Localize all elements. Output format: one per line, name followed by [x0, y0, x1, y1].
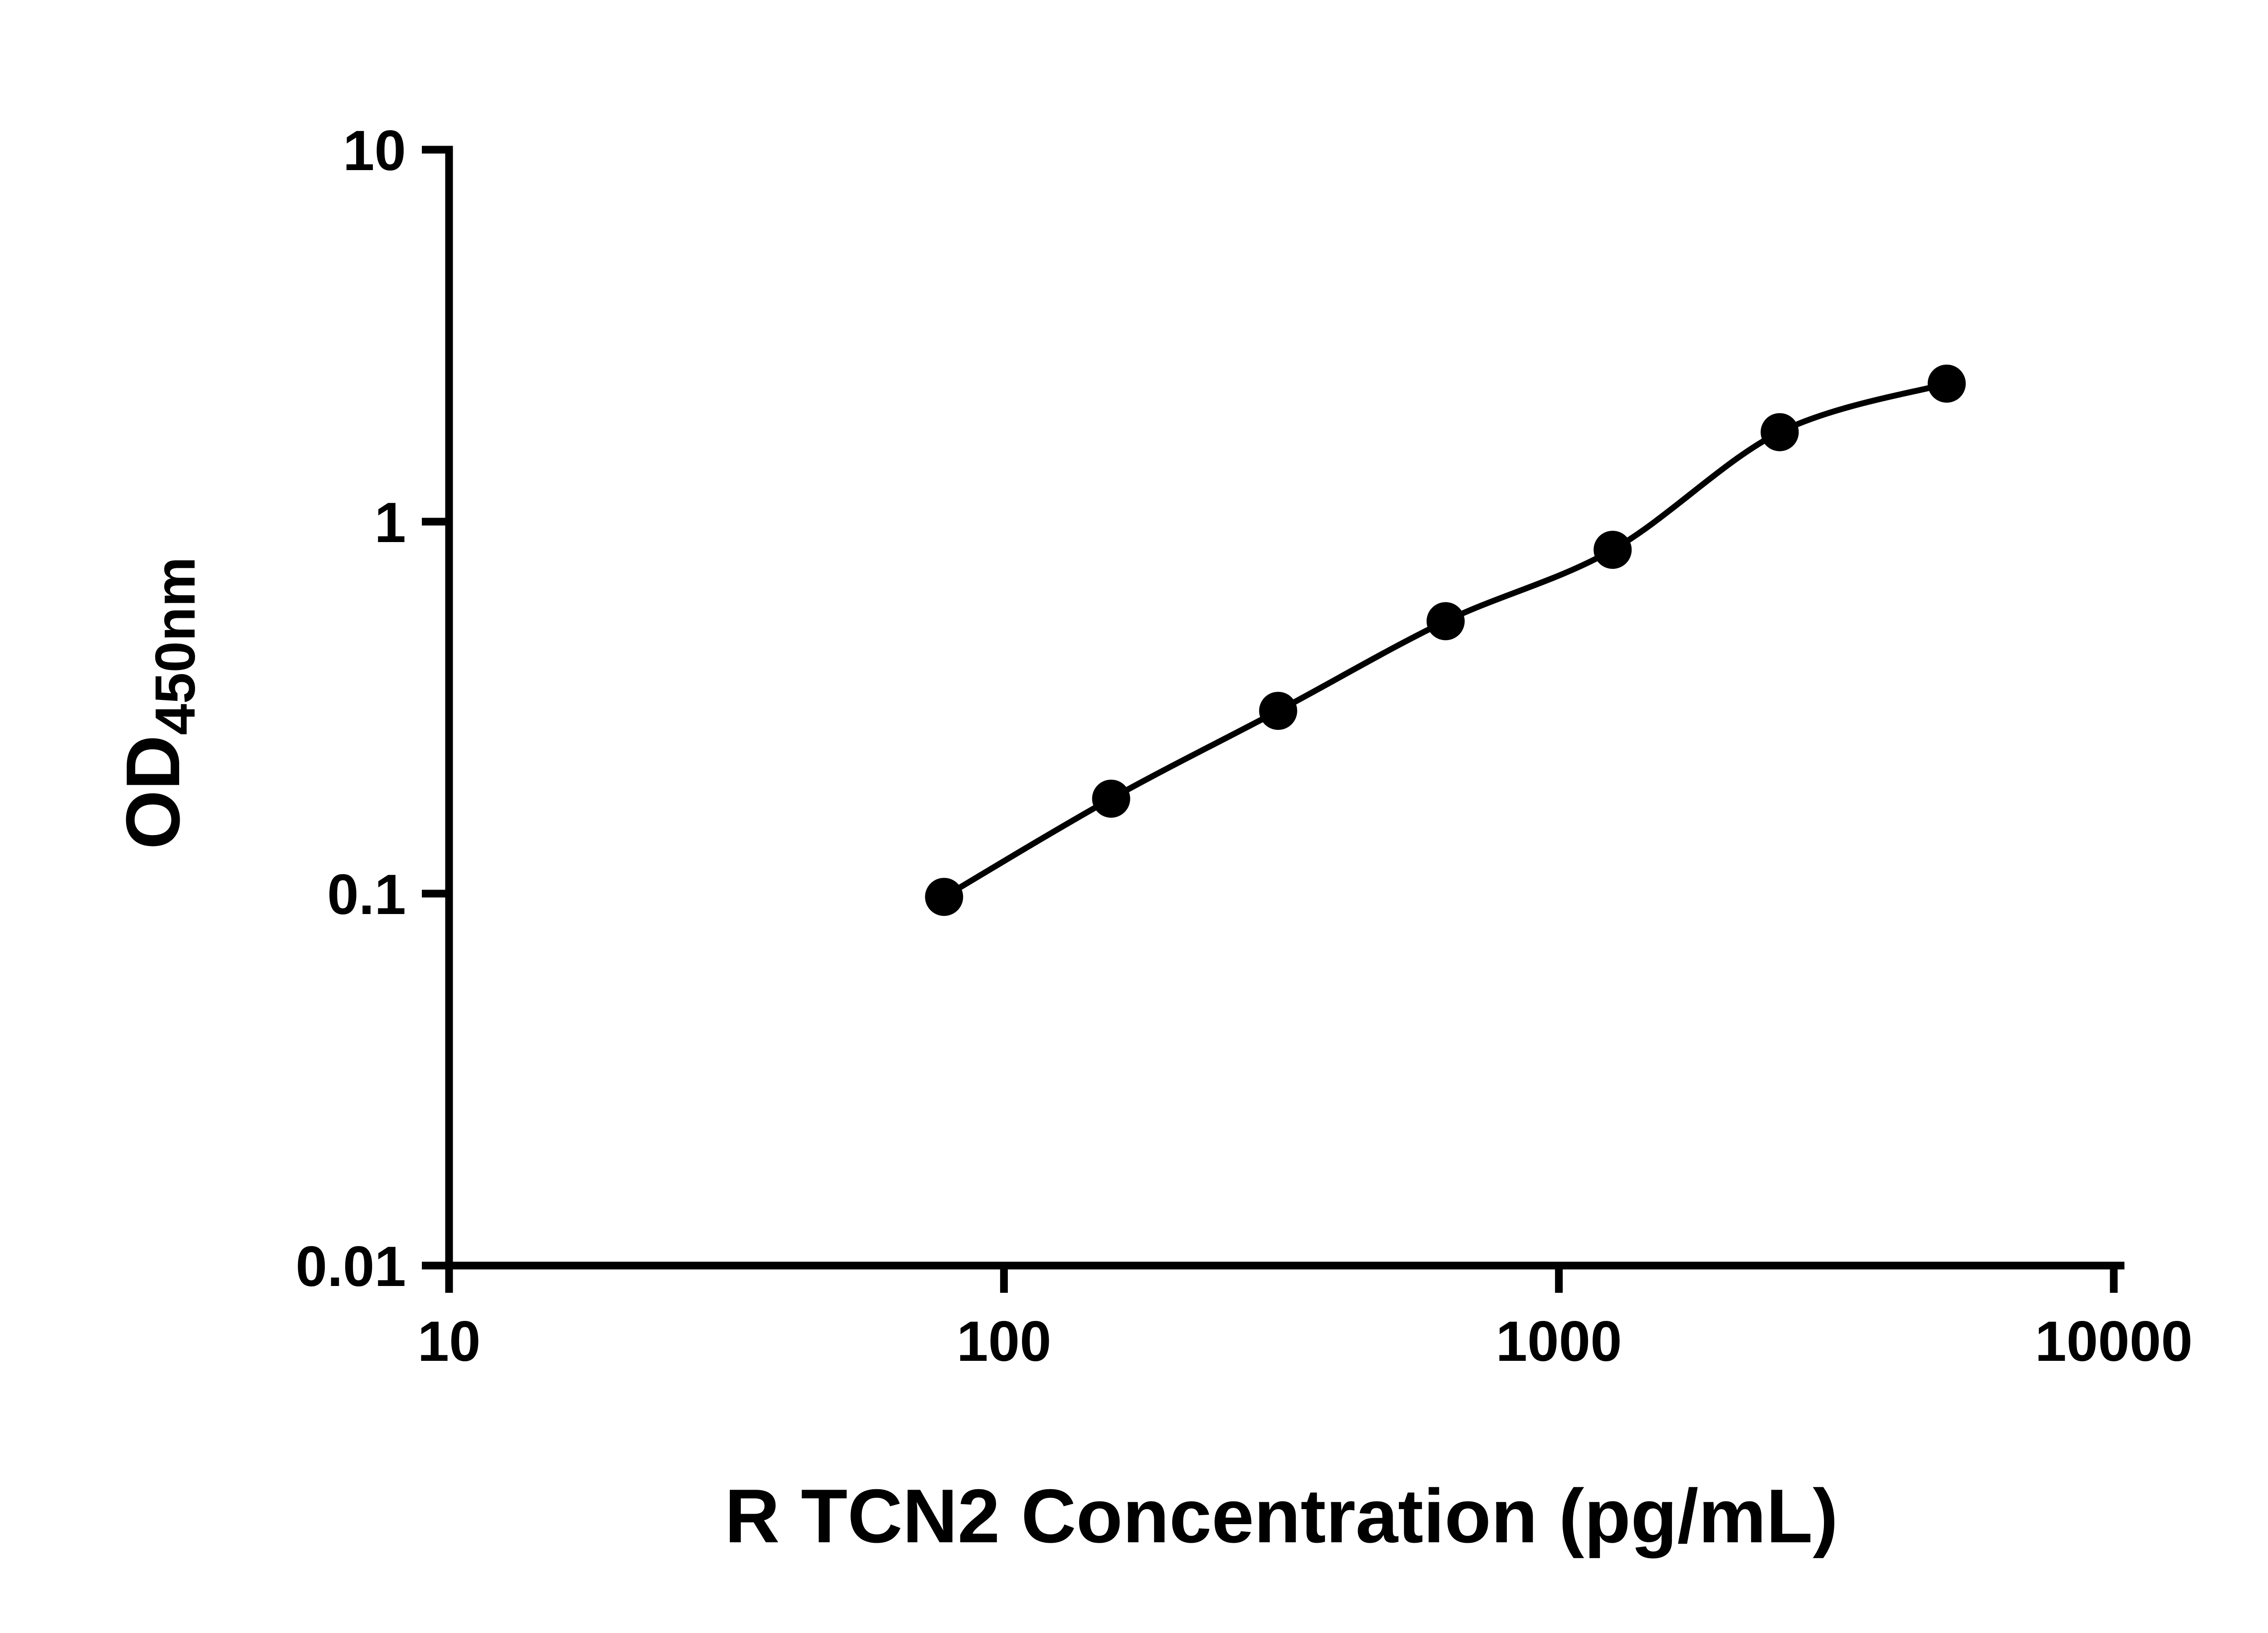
- y-axis-tick-label: 1: [374, 491, 406, 554]
- y-axis-title: OD450nm: [110, 557, 207, 850]
- y-axis-tick-label: 10: [343, 119, 406, 182]
- x-axis-title: R TCN2 Concentration (pg/mL): [725, 1473, 1838, 1559]
- y-axis-tick-label: 0.1: [327, 863, 406, 926]
- data-point: [1593, 531, 1632, 569]
- x-axis-tick-label: 100: [957, 1310, 1051, 1373]
- x-axis-tick-label: 10: [417, 1310, 480, 1373]
- y-axis-title-subscript: 450nm: [144, 557, 207, 735]
- x-axis-tick-label: 1000: [1496, 1310, 1622, 1373]
- x-axis-tick-label: 10000: [2035, 1310, 2193, 1373]
- y-axis-title-main: OD: [110, 735, 196, 849]
- data-point: [1427, 602, 1465, 640]
- data-point: [1927, 364, 1966, 403]
- data-point: [1259, 692, 1297, 730]
- data-point: [925, 878, 963, 916]
- chart-plot-area: 10 100 1000 10000 0.01 0.1 1 10: [296, 119, 2193, 1373]
- fit-curve: [941, 381, 1950, 900]
- data-point: [1760, 413, 1799, 451]
- y-axis-tick-label: 0.01: [296, 1235, 406, 1298]
- data-point: [1092, 779, 1130, 818]
